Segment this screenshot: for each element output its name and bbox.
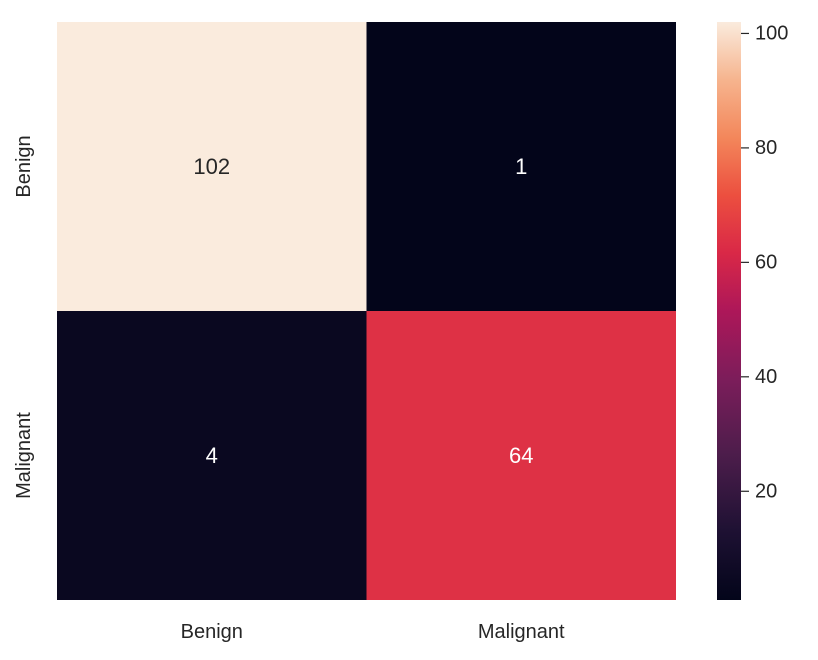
colorbar-ticks: 20 40 60 80 100 xyxy=(741,22,788,502)
y-tick-label-1: Malignant xyxy=(13,412,35,499)
heatmap-cell-r0-c0 xyxy=(57,22,367,311)
x-tick-label-1: Malignant xyxy=(478,621,565,643)
cell-label-r1-c1: 64 xyxy=(509,443,533,468)
cell-label-r0-c0: 102 xyxy=(193,154,230,179)
x-tick-label-0: Benign xyxy=(181,621,243,643)
colorbar-tick-label-2: 60 xyxy=(755,251,777,273)
y-tick-label-0: Benign xyxy=(13,135,35,197)
heatmap-cell-labels: 102 1 4 64 xyxy=(193,154,533,468)
heatmap-cell-r1-c1 xyxy=(366,311,676,600)
y-axis-tick-labels: Benign Malignant xyxy=(13,135,35,499)
heatmap-cells xyxy=(57,22,676,600)
colorbar-tick-label-3: 80 xyxy=(755,137,777,159)
heatmap-cell-r0-c1 xyxy=(366,22,676,311)
x-axis-tick-labels: Benign Malignant xyxy=(181,621,565,643)
cell-label-r1-c0: 4 xyxy=(206,443,218,468)
colorbar-tick-label-0: 20 xyxy=(755,480,777,502)
colorbar xyxy=(717,22,741,600)
colorbar-tick-label-1: 40 xyxy=(755,366,777,388)
cell-label-r0-c1: 1 xyxy=(515,154,527,179)
colorbar-tick-label-4: 100 xyxy=(755,22,788,44)
heatmap-cell-r1-c0 xyxy=(57,311,367,600)
